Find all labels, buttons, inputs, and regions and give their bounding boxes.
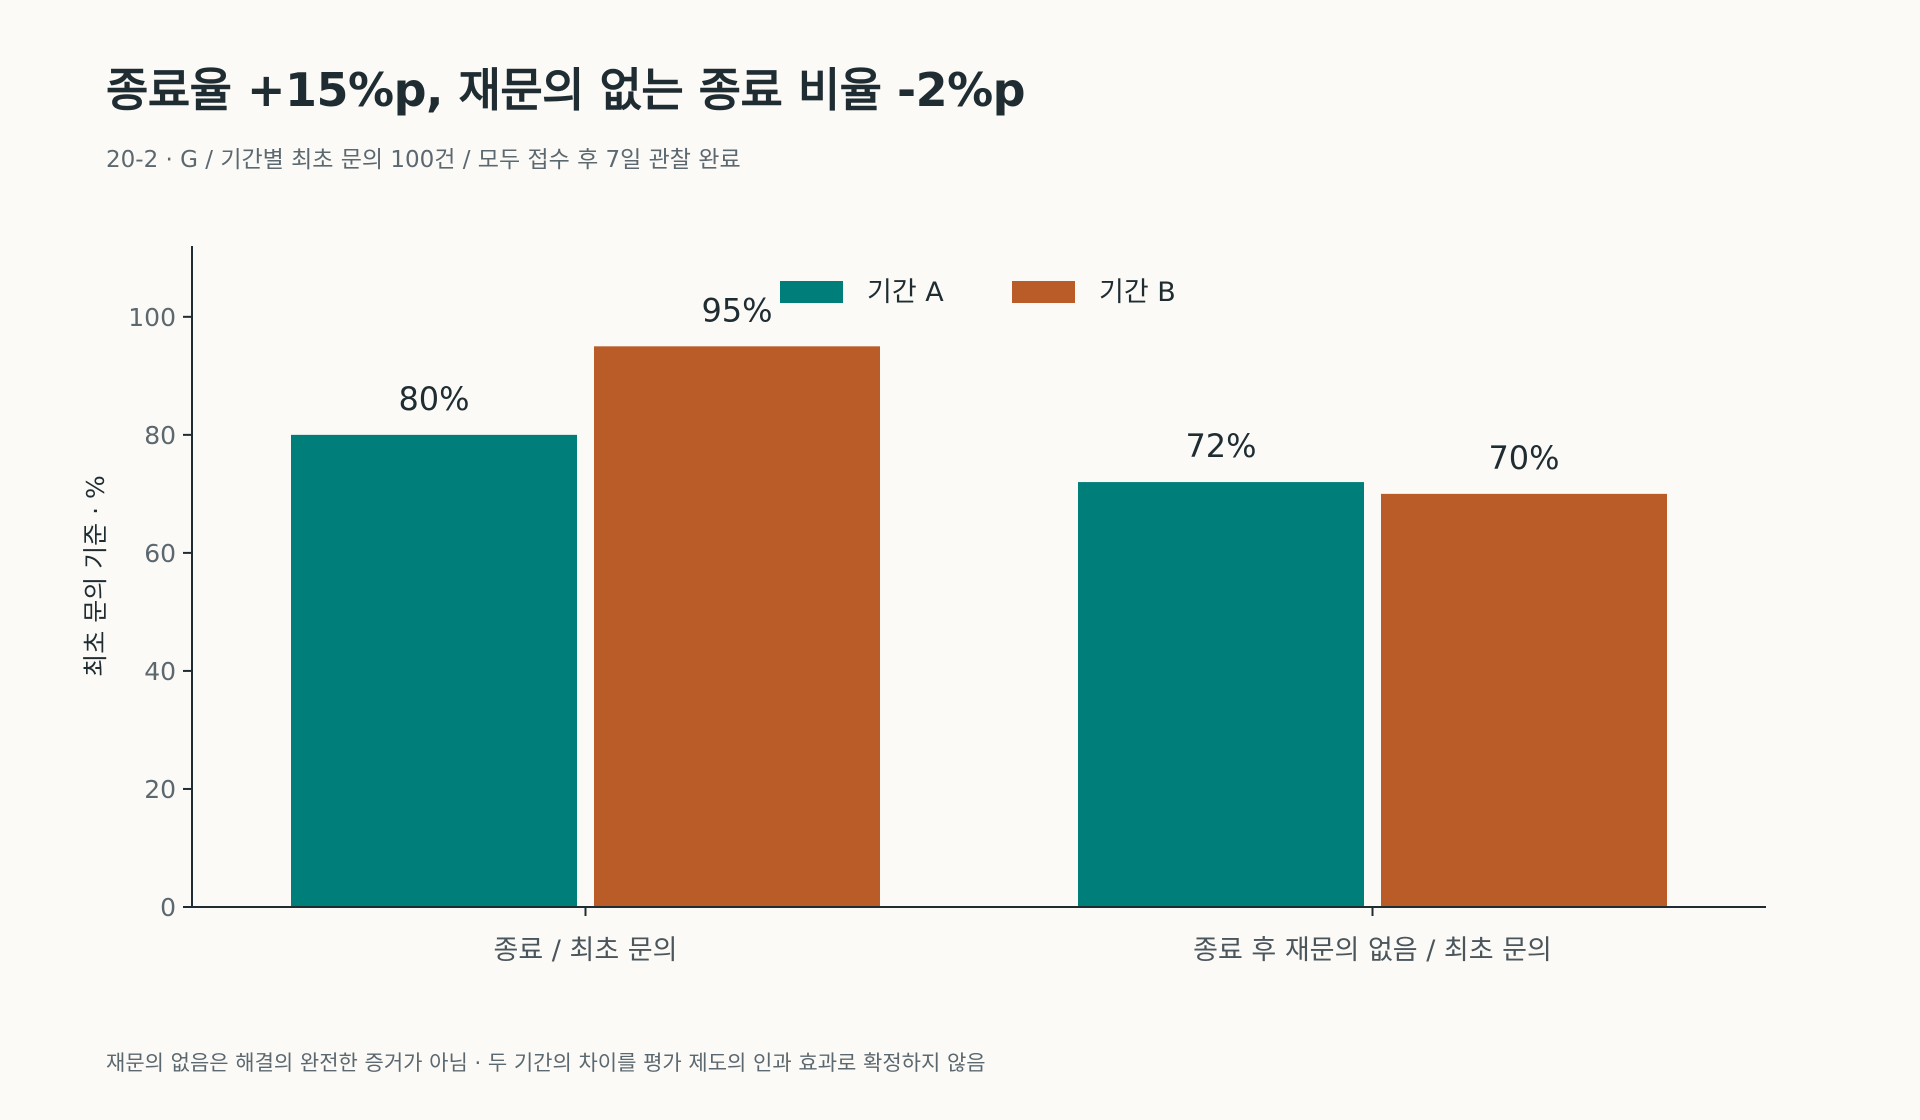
- bars-group: [291, 346, 1667, 908]
- bar: [1381, 493, 1667, 907]
- footnote: 재문의 없음은 해결의 완전한 증거가 아님 · 두 기간의 차이를 평가 제도…: [106, 1051, 986, 1075]
- value-labels-group: 80% 95% 72% 70%: [398, 291, 1559, 477]
- y-tick-label: 60: [144, 539, 176, 568]
- data-label: 95%: [701, 291, 772, 329]
- data-label: 80%: [398, 380, 469, 418]
- legend-label: 기간 B: [1099, 277, 1176, 308]
- x-axis-ticks: 종료 / 최초 문의 종료 후 재문의 없음 / 최초 문의: [494, 907, 1552, 966]
- legend-swatch: [780, 281, 843, 303]
- y-tick-label: 100: [128, 303, 176, 332]
- y-axis-ticks: 0 20 40 60 80 100: [128, 303, 192, 922]
- legend-label: 기간 A: [867, 277, 944, 308]
- data-label: 70%: [1488, 439, 1559, 477]
- y-tick-label: 0: [160, 893, 176, 922]
- x-tick-label: 종료 / 최초 문의: [494, 935, 678, 966]
- bar: [291, 434, 577, 907]
- x-tick-label: 종료 후 재문의 없음 / 최초 문의: [1193, 935, 1552, 966]
- y-tick-label: 40: [144, 657, 176, 686]
- legend-swatch: [1012, 281, 1075, 303]
- y-tick-label: 20: [144, 775, 176, 804]
- bar: [1078, 482, 1364, 907]
- y-axis-label: 최초 문의 기준 · %: [81, 475, 110, 677]
- bar: [594, 346, 880, 908]
- data-label: 72%: [1185, 427, 1256, 465]
- chart-title: 종료율 +15%p, 재문의 없는 종료 비율 -2%p: [106, 63, 1026, 117]
- legend: 기간 A 기간 B: [780, 277, 1176, 308]
- chart-subtitle: 20-2 · G / 기간별 최초 문의 100건 / 모두 접수 후 7일 관…: [106, 147, 741, 173]
- y-tick-label: 80: [144, 421, 176, 450]
